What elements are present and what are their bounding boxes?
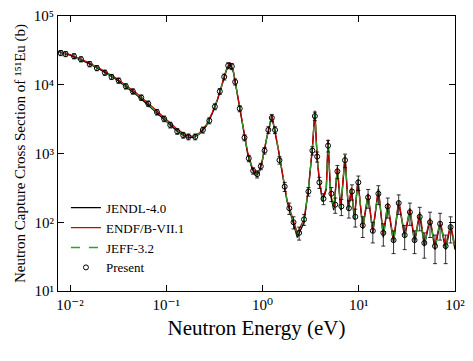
svg-text:10⁰: 10⁰ bbox=[252, 297, 273, 313]
svg-text:10⁻¹: 10⁻¹ bbox=[153, 297, 180, 313]
svg-text:10¹: 10¹ bbox=[349, 297, 369, 313]
svg-text:Neutron Capture Cross Section: Neutron Capture Cross Section of ¹⁵¹Eu (… bbox=[12, 24, 29, 283]
svg-text:Neutron Energy (eV): Neutron Energy (eV) bbox=[167, 316, 345, 340]
svg-text:10⁵: 10⁵ bbox=[34, 8, 54, 24]
svg-text:10⁴: 10⁴ bbox=[34, 77, 54, 93]
svg-text:10⁻²: 10⁻² bbox=[56, 297, 84, 313]
svg-text:Present: Present bbox=[106, 260, 145, 275]
svg-text:10²: 10² bbox=[445, 297, 465, 313]
svg-text:10³: 10³ bbox=[35, 146, 55, 162]
svg-text:ENDF/B-VII.1: ENDF/B-VII.1 bbox=[106, 221, 184, 236]
svg-text:10¹: 10¹ bbox=[35, 283, 55, 299]
svg-text:JEFF-3.2: JEFF-3.2 bbox=[106, 241, 154, 256]
svg-text:10²: 10² bbox=[35, 215, 55, 231]
svg-text:JENDL-4.0: JENDL-4.0 bbox=[106, 201, 166, 216]
